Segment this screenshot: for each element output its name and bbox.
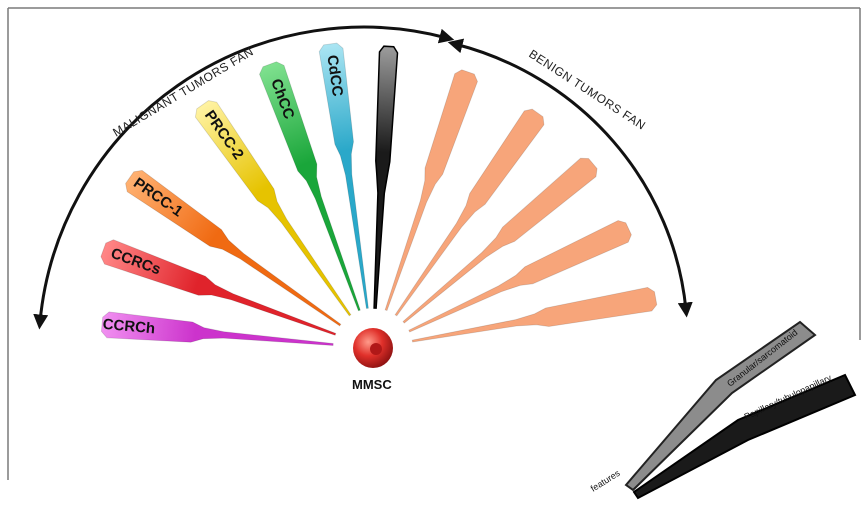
malignant-arc-label: MALIGNANT TUMORS FAN: [110, 44, 256, 139]
legend-granular-label: Granular/sarcomatoid: [725, 327, 799, 388]
malignant-arc: [33, 25, 455, 330]
benign-arc: [447, 38, 693, 318]
legend-granular-blade: [624, 320, 817, 492]
legend-root-label: features: [589, 468, 622, 494]
feature-legend: Granular/sarcomatoid Papillary/tubulopap…: [589, 320, 857, 500]
legend-papillary-blade: [632, 373, 857, 500]
mmsc-label: MMSC: [352, 377, 392, 392]
benign-arc-label: BENIGN TUMORS FAN: [526, 47, 648, 133]
blade-middle: [373, 45, 399, 309]
mmsc-sphere-nucleus: [370, 343, 382, 355]
